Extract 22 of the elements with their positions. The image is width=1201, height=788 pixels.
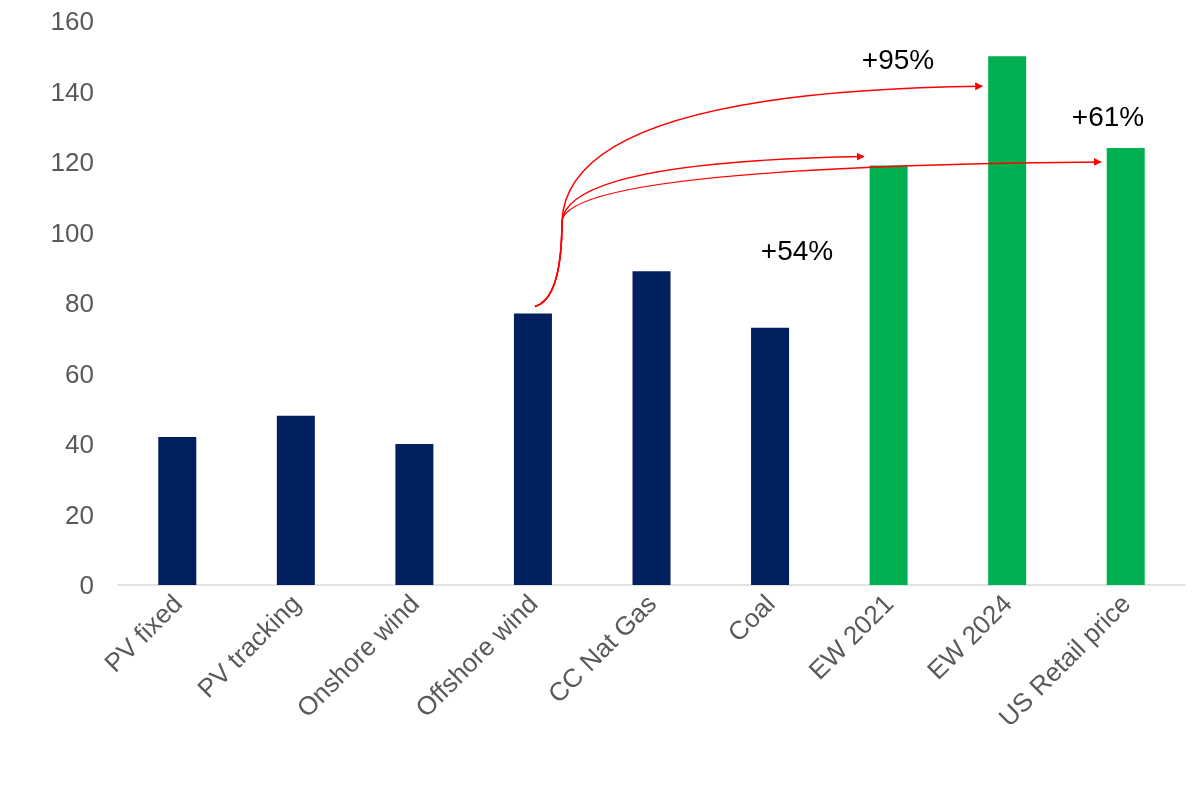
bar	[158, 436, 197, 585]
bar	[276, 415, 315, 585]
bar	[988, 56, 1027, 585]
bar	[869, 165, 908, 585]
annotation: +95%	[861, 43, 935, 75]
y-tick-label: 0	[79, 570, 94, 600]
y-tick-label: 60	[65, 358, 94, 389]
y-tick-label: 40	[65, 429, 94, 459]
y-tick-label: 120	[50, 147, 94, 177]
y-tick-label: 80	[65, 288, 94, 318]
bar	[632, 271, 671, 585]
bar	[513, 313, 552, 585]
bar	[1106, 147, 1145, 585]
y-tick-label: 100	[50, 217, 94, 248]
bar	[395, 444, 434, 585]
y-tick-label: 140	[50, 76, 94, 107]
y-tick-label: 160	[50, 6, 94, 36]
y-tick-label: 20	[65, 499, 94, 530]
annotation: +54%	[760, 234, 834, 266]
bar	[751, 327, 790, 585]
x-tick-label: CC Nat Gas	[541, 588, 663, 709]
annotation: +61%	[1071, 100, 1145, 132]
